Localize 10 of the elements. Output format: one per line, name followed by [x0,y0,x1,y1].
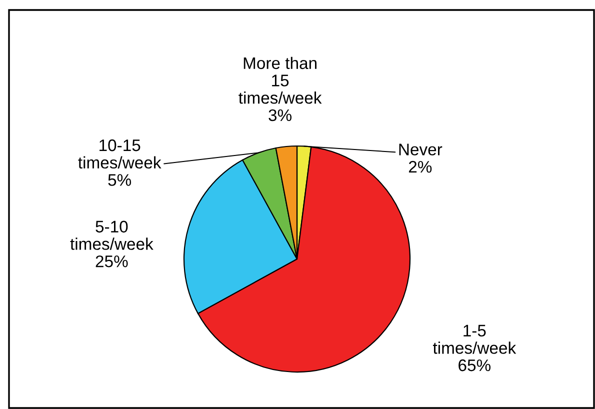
slice-label: More than 15 times/week [238,56,322,104]
slice-label: 10-15 times/week [78,139,162,169]
data-label: 5% [108,174,132,186]
slice-label: 1-5 times/week [432,324,516,354]
data-label: 2% [408,160,432,173]
data-label: 25% [96,255,128,268]
slice-label: Never [399,144,442,156]
data-label: 3% [268,109,292,122]
data-label: 65% [458,359,490,372]
slice-label: 5-10 times/week [70,220,154,250]
